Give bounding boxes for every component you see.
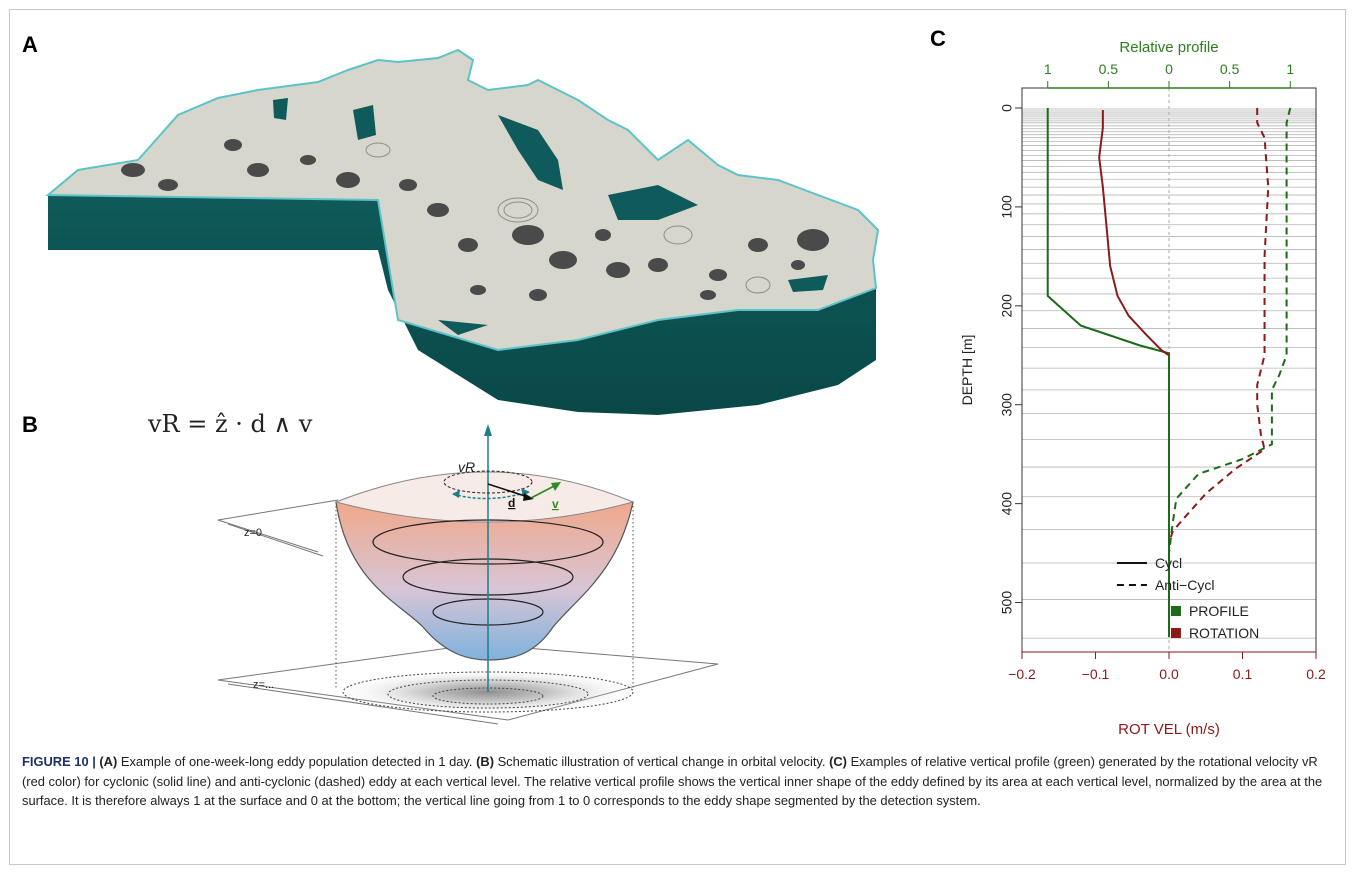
panel-c-letter: C (930, 26, 946, 51)
x-tick-label: 0.2 (1306, 666, 1326, 682)
caption-text-c: Examples of relative vertical profile (g… (22, 754, 1323, 808)
y-tick-label: 200 (999, 294, 1015, 318)
y-tick-label: 100 (999, 195, 1015, 219)
caption-label: FIGURE 10 | (22, 754, 100, 769)
x-tick-label: −0.2 (1008, 666, 1036, 682)
y-axis-label: DEPTH [m] (959, 335, 975, 406)
x-tick-label: −0.1 (1082, 666, 1110, 682)
panel-a-letter: A (22, 32, 38, 57)
d-label: d (508, 496, 515, 510)
top-tick-label: 0 (1165, 61, 1173, 77)
y-tick-label: 0 (999, 104, 1015, 112)
depth-profile-chart: −0.2 −0.1 0.0 0.1 0.2 ROT VEL (m/s) 1 0.5 0 0.5 1 R… (959, 39, 1326, 738)
panel-b: B vR = ẑ · d ∧ v (18, 410, 878, 727)
vertical-velocity-schematic: vR d v z=0 z=... (217, 424, 719, 725)
caption-ref-b: (B) (476, 754, 494, 769)
basin-wall (48, 195, 876, 415)
panel-a: A (18, 20, 918, 420)
top-tick-label: 1 (1286, 61, 1294, 77)
y-tick-label: 400 (999, 492, 1015, 516)
caption-ref-c: (C) (829, 754, 847, 769)
top-tick-label: 0.5 (1220, 61, 1240, 77)
island (438, 320, 488, 335)
x-tick-label: 0.1 (1233, 666, 1253, 682)
legend-swatch-rotation (1170, 627, 1181, 638)
island (498, 115, 563, 190)
v-label: v (552, 497, 559, 511)
eddy-group (121, 139, 829, 301)
island (608, 185, 698, 220)
series-line-rotation-solid (1098, 109, 1170, 357)
caption-text-b: Schematic illustration of vertical chang… (494, 754, 830, 769)
x-tick-label: 0.0 (1159, 666, 1179, 682)
eddy-contours (365, 142, 771, 294)
legend-swatch-profile (1170, 605, 1181, 616)
sea-surface (45, 48, 880, 352)
top-axis-label: Relative profile (1119, 39, 1218, 56)
series-line-rotation-dashed (1168, 108, 1270, 544)
top-tick-label: 1 (1044, 61, 1052, 77)
legend-label-cycl: Cycl (1155, 555, 1182, 571)
zn-label: z=... (253, 679, 274, 691)
top-tick-label: 0.5 (1099, 61, 1119, 77)
orbital-velocity-equation: vR = ẑ · d ∧ v (148, 410, 313, 438)
island (353, 105, 376, 140)
figure-frame (9, 9, 1346, 865)
x-axis-label: ROT VEL (m/s) (1118, 721, 1220, 738)
series-line-profile-dashed (1168, 107, 1292, 638)
z0-label: z=0 (244, 527, 262, 539)
island (788, 275, 828, 292)
vr-label: vR (458, 459, 475, 475)
caption-ref-a: (A) (99, 754, 118, 769)
legend-label-rotation: ROTATION (1189, 625, 1259, 641)
legend-label-profile: PROFILE (1189, 603, 1249, 619)
eddy-cone (335, 501, 634, 661)
panel-c: C −0.2 −0.1 0.0 0.1 0.2 ROT VEL (m/s) 1 0.5 0 0.5… (920, 20, 1340, 750)
series-line-profile-solid (1046, 108, 1170, 638)
y-tick-label: 300 (999, 393, 1015, 417)
figure-caption: FIGURE 10 | (A) Example of one-week-long… (22, 752, 1334, 811)
y-tick-label: 500 (999, 591, 1015, 615)
caption-text-a: Example of one-week-long eddy population… (117, 754, 477, 769)
mediterranean-eddy-map (45, 48, 880, 415)
island (273, 98, 288, 120)
panel-b-letter: B (22, 412, 38, 437)
surface-plane-edge (217, 499, 339, 553)
legend-label-anticycl: Anti−Cycl (1155, 577, 1215, 593)
